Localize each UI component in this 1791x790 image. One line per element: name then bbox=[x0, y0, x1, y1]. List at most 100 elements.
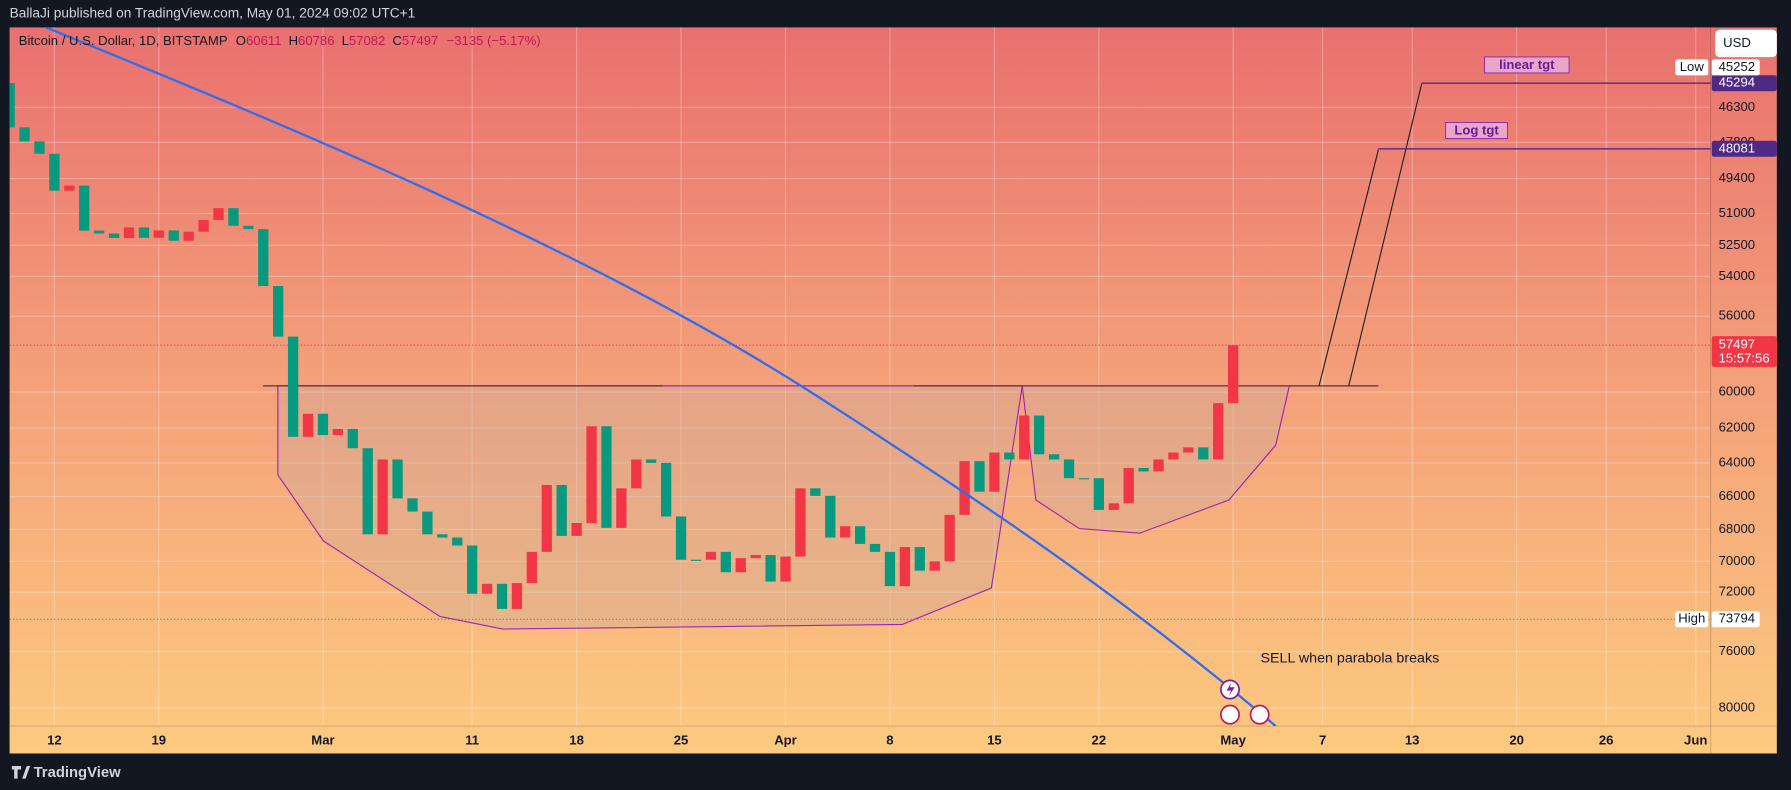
candle-body bbox=[1138, 468, 1149, 472]
candle-body bbox=[407, 498, 418, 512]
y-tick-label: 60000 bbox=[1719, 383, 1755, 398]
candle-body bbox=[586, 426, 597, 523]
candle-body bbox=[1153, 459, 1164, 472]
extreme-price: 73794 bbox=[1719, 611, 1755, 626]
candle-body bbox=[720, 551, 731, 573]
x-tick-label: 25 bbox=[674, 732, 689, 747]
levels: linear tgt Log tgt bbox=[1378, 56, 1711, 150]
candle-body bbox=[1123, 468, 1134, 504]
currency[interactable]: USD bbox=[1723, 35, 1751, 50]
footer-brand: TradingView bbox=[34, 765, 122, 781]
candle-body bbox=[810, 488, 821, 496]
target-label: linear tgt bbox=[1499, 57, 1555, 72]
publisher-line: BallaJi published on TradingView.com, Ma… bbox=[10, 5, 416, 20]
symbol: Bitcoin / U.S. Dollar, 1D, BITSTAMP bbox=[19, 34, 228, 49]
candle-body bbox=[840, 526, 851, 538]
axes: 12 19 Mar 11 18 25 Apr 8 15 22 May 7 13 20 26 Jun 46300 4… bbox=[47, 99, 1755, 748]
extreme-price-box bbox=[1711, 611, 1760, 628]
candle-body bbox=[929, 561, 940, 571]
candle-body bbox=[19, 127, 30, 142]
candle-body bbox=[899, 547, 911, 587]
last-price-box bbox=[1711, 336, 1777, 367]
candle-body bbox=[1093, 478, 1104, 510]
candle-body bbox=[675, 516, 687, 560]
candle-body bbox=[138, 227, 150, 238]
footer-logo bbox=[11, 766, 31, 779]
candle-body bbox=[347, 428, 358, 449]
y-tick-label: 54000 bbox=[1719, 268, 1755, 283]
extreme-label-box bbox=[1675, 611, 1709, 628]
candle-body bbox=[959, 461, 970, 515]
y-tick-label: 52500 bbox=[1719, 237, 1755, 252]
y-tick-label: 62000 bbox=[1719, 419, 1755, 434]
candle-body bbox=[601, 426, 612, 528]
candle-body bbox=[1078, 478, 1090, 480]
candle-body bbox=[34, 141, 45, 154]
candle-body bbox=[735, 558, 746, 573]
event-icon bbox=[1226, 682, 1235, 697]
candle-body bbox=[108, 233, 120, 239]
candle-body bbox=[273, 286, 284, 337]
candle-body bbox=[1213, 403, 1224, 460]
currency-button[interactable] bbox=[1715, 29, 1777, 58]
level-price: 45294 bbox=[1719, 75, 1755, 90]
y-tick-label: 56000 bbox=[1719, 308, 1755, 323]
candle-body bbox=[168, 230, 179, 241]
candle-body bbox=[944, 514, 955, 562]
candle-body bbox=[780, 556, 791, 582]
target-trend bbox=[1318, 149, 1379, 387]
ohlc-label: L bbox=[342, 34, 349, 49]
candle-body bbox=[183, 231, 194, 241]
candle-body bbox=[198, 219, 209, 232]
x-tick-label: 18 bbox=[569, 732, 584, 747]
candle-body bbox=[914, 547, 925, 571]
y-tick-label: 46300 bbox=[1719, 99, 1755, 114]
candle-body bbox=[123, 227, 135, 239]
level-price: 48081 bbox=[1719, 140, 1755, 155]
candle-body bbox=[228, 208, 239, 226]
candle-body bbox=[989, 452, 1000, 492]
candle-body bbox=[869, 543, 881, 552]
x-tick-label: 26 bbox=[1599, 732, 1614, 747]
candle-body bbox=[481, 583, 493, 594]
candle-body bbox=[974, 461, 985, 492]
ohlc-value: 57497 bbox=[402, 34, 438, 49]
x-tick-label: Jun bbox=[1684, 732, 1707, 747]
x-tick-label: May bbox=[1220, 732, 1246, 747]
candle-body bbox=[287, 336, 299, 437]
target-box bbox=[1445, 122, 1508, 139]
event-icon bbox=[1220, 704, 1240, 725]
extreme-price-box bbox=[1711, 59, 1760, 76]
y-tick-label: 49400 bbox=[1719, 170, 1755, 185]
candle-body bbox=[93, 230, 105, 234]
candle-body bbox=[1228, 345, 1239, 404]
x-tick-label: 22 bbox=[1092, 732, 1107, 747]
candle-body bbox=[511, 583, 523, 609]
candle-body bbox=[153, 230, 164, 238]
y-tick-label: 51000 bbox=[1719, 205, 1755, 220]
extreme-label: Low bbox=[1680, 59, 1705, 74]
candle-body bbox=[646, 459, 657, 463]
y-tick-label: 72000 bbox=[1719, 584, 1755, 599]
logo bbox=[11, 766, 31, 779]
x-tick-label: 20 bbox=[1509, 732, 1524, 747]
candle-body bbox=[9, 83, 15, 128]
level-price-box bbox=[1711, 140, 1777, 157]
change: −3135 (−5.17%) bbox=[447, 34, 541, 49]
candle-body bbox=[884, 551, 896, 587]
candle-body bbox=[243, 225, 254, 230]
candle-body bbox=[1004, 452, 1015, 460]
x-tick-label: Mar bbox=[311, 732, 334, 747]
candle-body bbox=[1108, 503, 1119, 510]
candle-body bbox=[1198, 447, 1209, 460]
extreme-price: 45252 bbox=[1719, 59, 1755, 74]
candle-body bbox=[660, 462, 672, 517]
candle-body bbox=[1019, 415, 1030, 460]
x-tick-label: 8 bbox=[886, 732, 893, 747]
candle-body bbox=[750, 555, 761, 559]
candle-body bbox=[1034, 415, 1045, 455]
annotation: SELL when parabola breaks bbox=[1261, 650, 1440, 666]
